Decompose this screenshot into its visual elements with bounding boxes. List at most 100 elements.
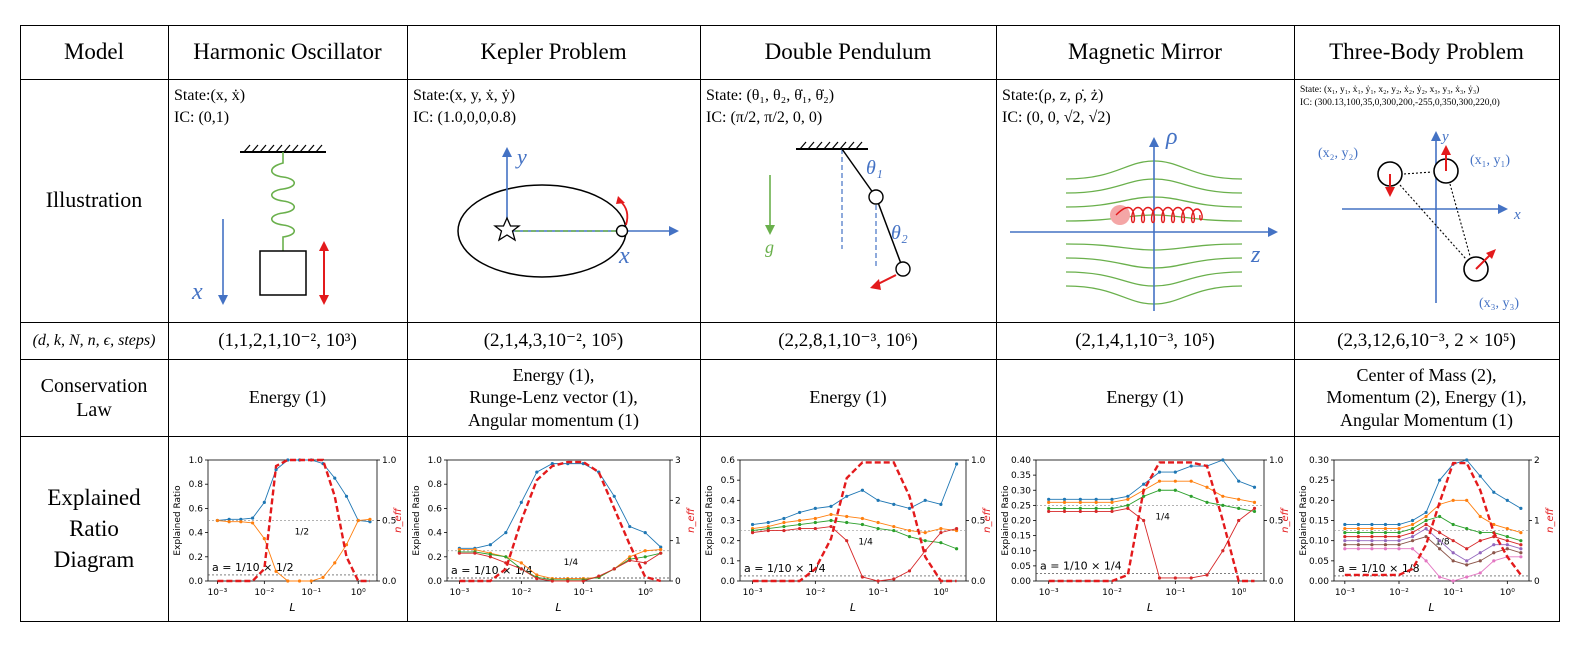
row-label-illustration-text: Illustration xyxy=(45,187,143,213)
series-line-3 xyxy=(1048,507,1255,579)
series-point-1 xyxy=(813,516,817,521)
series-point-1 xyxy=(286,579,290,583)
series-point-1 xyxy=(356,518,360,523)
series-point-3 xyxy=(1126,506,1130,510)
x-tick-label: 10⁻² xyxy=(254,588,274,598)
series-point-5 xyxy=(1410,539,1415,543)
series-point-0 xyxy=(798,510,802,515)
series-point-2 xyxy=(1424,518,1428,523)
col-separator-3 xyxy=(700,25,701,621)
row-label-conservation: Conservation Law xyxy=(20,359,168,436)
row-label-conservation-line2: Law xyxy=(76,398,112,421)
series-point-0 xyxy=(1343,522,1347,527)
series-point-3 xyxy=(1142,518,1146,523)
series-point-2 xyxy=(1356,531,1360,535)
series-point-2 xyxy=(1173,488,1177,492)
table-left-border xyxy=(20,25,21,621)
row-label-diagram-line1: Explained xyxy=(47,484,141,510)
params-harmonic: (1,1,2,1,10⁻², 10³) xyxy=(218,330,357,351)
series-point-5 xyxy=(1505,547,1509,551)
series-point-0 xyxy=(923,498,927,502)
y-tick-label: 0.15 xyxy=(1011,532,1031,542)
series-point-3 xyxy=(1157,576,1162,580)
series-line-1 xyxy=(1048,480,1255,503)
y2-tick-label: 0.0 xyxy=(1269,577,1284,587)
neff-line xyxy=(1344,461,1522,577)
magnetic-mirror-diagram: ρ z xyxy=(1010,124,1278,311)
series-point-4 xyxy=(1492,543,1496,547)
series-point-0 xyxy=(659,545,663,549)
table-top-border xyxy=(20,25,1560,26)
series-point-0 xyxy=(1424,510,1428,515)
y-tick-label: 0.5 xyxy=(721,476,735,486)
illustration-magnetic-mirror: State:(ρ, z, ρ̇, ż) IC: (0, 0, √2, √2) ρ… xyxy=(996,79,1294,322)
series-point-1 xyxy=(309,579,313,583)
ic-text: IC: (1.0,0,0,0.8) xyxy=(413,109,517,126)
series-point-5 xyxy=(1465,563,1469,567)
series-point-0 xyxy=(1505,498,1509,502)
series-point-2 xyxy=(860,522,865,527)
series-point-1 xyxy=(215,518,219,523)
reference-label: 1/2 xyxy=(295,528,309,538)
series-point-1 xyxy=(1370,526,1374,531)
series-point-0 xyxy=(368,520,372,524)
params-separator xyxy=(20,359,1560,360)
y2-tick-label: 0.5 xyxy=(971,517,985,527)
y-tick-label: 0.0 xyxy=(428,577,443,587)
y-tick-label: 0.15 xyxy=(1309,517,1329,527)
series-point-6 xyxy=(1424,559,1428,563)
series-point-1 xyxy=(1110,500,1114,504)
series-point-2 xyxy=(1465,526,1469,531)
series-point-3 xyxy=(457,551,461,555)
series-point-3 xyxy=(1110,509,1114,514)
series-point-3 xyxy=(907,569,912,573)
series-point-3 xyxy=(954,526,959,531)
params-kepler: (2,1,4,3,10⁻², 10⁵) xyxy=(483,330,624,351)
y-tick-label: 0.20 xyxy=(1309,496,1329,506)
series-point-1 xyxy=(876,520,880,525)
series-point-0 xyxy=(782,516,786,521)
kepler-diagram: y x xyxy=(457,144,679,278)
y-tick-label: 0.30 xyxy=(1011,486,1031,496)
series-point-0 xyxy=(1478,474,1482,478)
series-line-2 xyxy=(752,520,957,550)
series-point-1 xyxy=(1094,500,1098,504)
col-separator-2 xyxy=(407,25,408,621)
y-tick-label: 1.0 xyxy=(189,456,204,466)
x-tick-label: 10⁻² xyxy=(805,588,825,598)
series-point-3 xyxy=(892,577,896,581)
series-point-6 xyxy=(1492,559,1496,563)
col-separator-1 xyxy=(168,25,169,621)
series-point-1 xyxy=(457,547,461,552)
x-tick-label: 10⁻¹ xyxy=(1165,588,1185,598)
series-point-2 xyxy=(892,528,896,533)
explained-ratio-chart-magnetic-mirror: 0.00 0.05 0.10 0.15 0.20 0.25 0.30 0.35 0.40 0.0 0… xyxy=(1001,456,1291,614)
series-point-2 xyxy=(907,535,912,539)
neff-line xyxy=(1048,461,1255,583)
explained-ratio-chart-three-body: 0.00 0.05 0.10 0.15 0.20 0.25 0.30 0 1 2 10⁻³ 10⁻² 1… xyxy=(1299,456,1556,614)
y-tick-label: 0.0 xyxy=(721,577,736,587)
x-tick-label: 10⁰ xyxy=(1231,588,1246,598)
series-point-2 xyxy=(1221,503,1225,507)
y-axis-label: Explained Ratio xyxy=(1299,485,1309,556)
series-point-3 xyxy=(659,551,663,555)
series-point-2 xyxy=(782,524,786,529)
series-point-1 xyxy=(659,547,663,552)
x-tick-label: 10⁻³ xyxy=(743,588,763,598)
series-point-3 xyxy=(860,575,865,579)
series-point-3 xyxy=(1343,535,1347,539)
series-point-1 xyxy=(1205,485,1209,489)
series-point-0 xyxy=(1370,522,1374,527)
conservation-text: Runge-Lenz vector (1), xyxy=(469,387,638,408)
series-point-6 xyxy=(1397,547,1401,551)
theta1-label: θ₁ xyxy=(866,157,883,179)
y2-tick-label: 0.5 xyxy=(382,517,396,527)
series-point-1 xyxy=(1451,498,1455,502)
series-point-4 xyxy=(1383,539,1388,543)
conservation-text: Momentum (2), Energy (1), xyxy=(1326,387,1527,408)
series-point-1 xyxy=(1237,497,1241,501)
table-bottom-border xyxy=(20,621,1560,622)
x-axis-label: x xyxy=(1513,207,1521,223)
series-point-0 xyxy=(628,524,632,529)
y2-tick-label: 1.0 xyxy=(1269,456,1284,466)
